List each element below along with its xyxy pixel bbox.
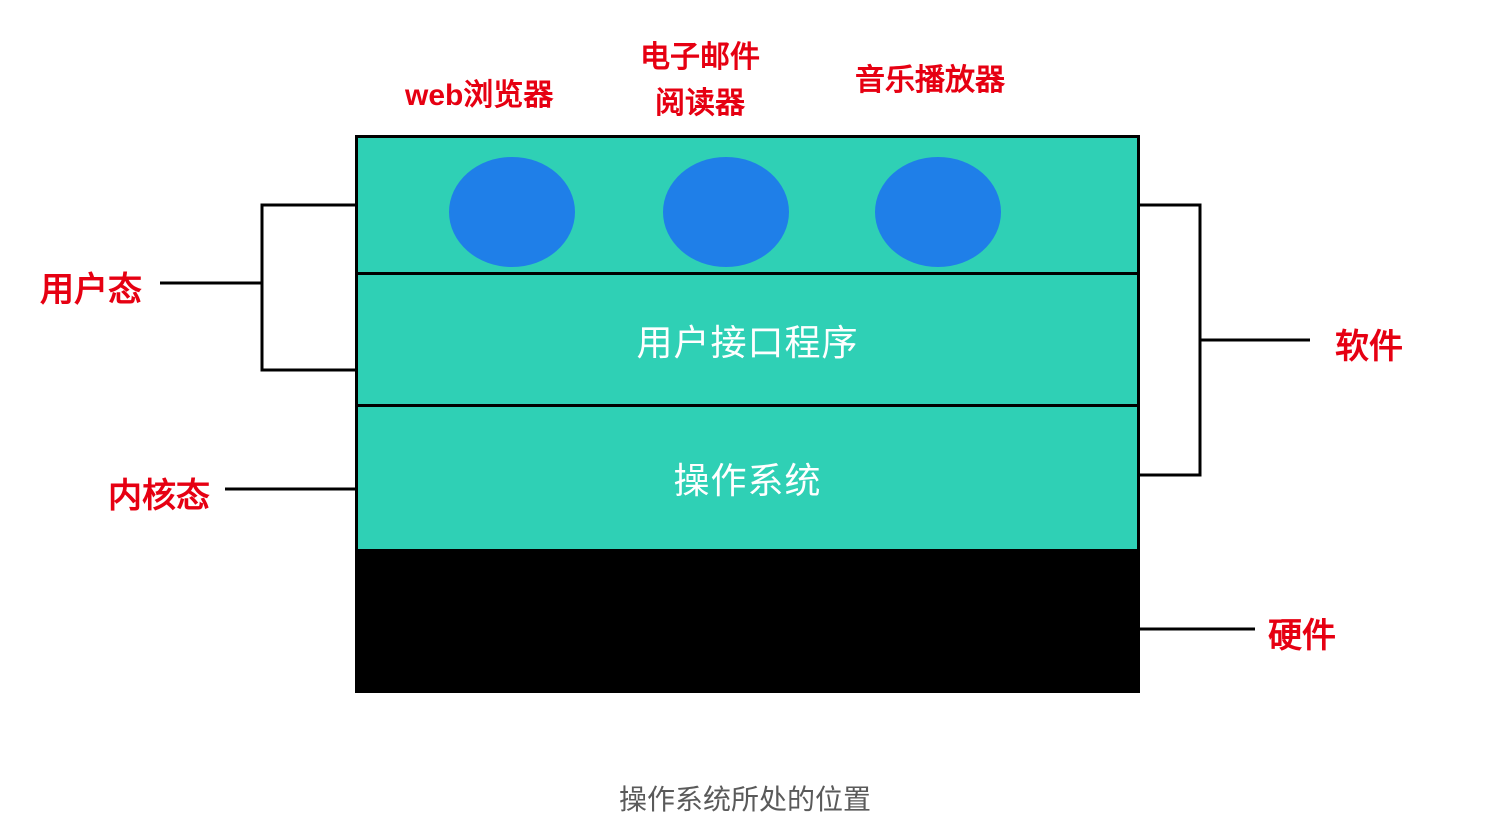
top-label-email-reader: 电子邮件 阅读器 xyxy=(640,35,760,127)
left-label-user-mode: 用户态 xyxy=(40,262,142,311)
top-label-web-browser: web浏览器 xyxy=(405,70,553,114)
figure-caption: 操作系统所处的位置 xyxy=(0,778,1490,818)
right-label-hardware: 硬件 xyxy=(1268,608,1336,657)
bracket-user-mode xyxy=(262,205,355,370)
top-label-music-player: 音乐播放器 xyxy=(855,55,1005,99)
left-label-kernel-mode: 内核态 xyxy=(108,468,210,517)
top-label-email-line2: 阅读器 xyxy=(640,81,760,127)
bracket-software xyxy=(1140,205,1200,475)
right-label-software: 软件 xyxy=(1335,319,1403,368)
top-label-email-line1: 电子邮件 xyxy=(640,35,760,81)
